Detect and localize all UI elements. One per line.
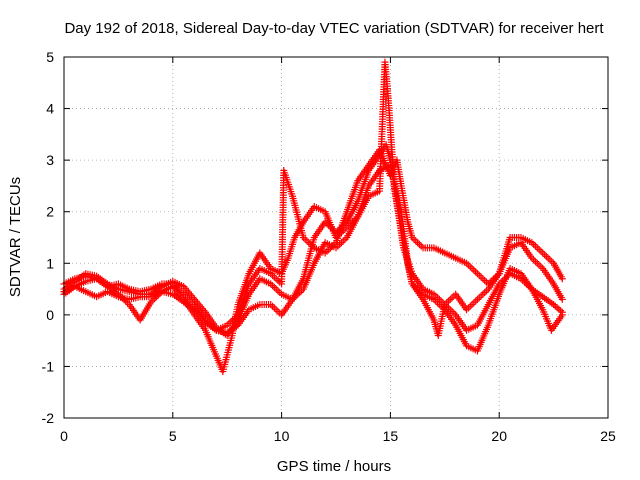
y-tick-label: 2 — [46, 204, 54, 220]
data-point — [334, 242, 342, 250]
data-point — [535, 246, 543, 254]
x-tick-label: 0 — [60, 428, 68, 444]
y-tick-label: -2 — [42, 410, 55, 426]
data-point — [468, 301, 476, 309]
chart-title: Day 192 of 2018, Sidereal Day-to-day VTE… — [64, 20, 604, 37]
data-points — [60, 58, 566, 376]
data-point — [475, 294, 483, 302]
data-point — [270, 283, 278, 291]
data-point — [475, 271, 483, 279]
y-tick-label: 5 — [46, 49, 54, 65]
data-point — [537, 247, 545, 255]
data-point — [417, 242, 425, 250]
data-point — [546, 256, 554, 264]
series-trace-2 — [60, 58, 566, 376]
y-tick-label: -1 — [42, 358, 55, 374]
data-point — [557, 307, 565, 315]
data-point — [270, 304, 278, 312]
data-point — [479, 290, 487, 298]
data-point — [269, 302, 277, 310]
data-point — [412, 237, 420, 245]
data-point — [531, 258, 539, 266]
data-point — [533, 259, 541, 267]
data-point — [533, 244, 541, 252]
y-tick-label: 3 — [46, 152, 54, 168]
data-point — [473, 270, 481, 278]
data-point — [472, 268, 480, 276]
data-point — [272, 306, 280, 314]
series-trace-3 — [60, 146, 566, 334]
data-point — [483, 287, 491, 295]
data-point — [466, 302, 474, 310]
data-point — [558, 295, 566, 303]
y-tick-label: 1 — [46, 255, 54, 271]
data-point — [531, 242, 539, 250]
data-point — [272, 285, 280, 293]
data-point — [466, 263, 474, 271]
x-tick-label: 15 — [383, 428, 399, 444]
data-point — [472, 297, 480, 305]
data-point — [481, 276, 489, 284]
data-point — [558, 275, 566, 283]
data-point — [555, 305, 563, 313]
x-tick-label: 10 — [274, 428, 290, 444]
x-axis-label: GPS time / hours — [277, 458, 391, 475]
data-point — [479, 275, 487, 283]
data-point — [481, 289, 489, 297]
plot-frame — [63, 56, 609, 419]
data-point — [274, 307, 282, 315]
data-point — [446, 295, 454, 303]
data-point — [530, 256, 538, 264]
data-point — [553, 304, 561, 312]
grid-lines — [64, 57, 608, 418]
data-point — [473, 295, 481, 303]
data-point — [434, 299, 442, 307]
data-point — [477, 292, 485, 300]
data-point — [535, 261, 543, 269]
y-tick-label: 4 — [46, 101, 54, 117]
data-point — [303, 237, 311, 245]
x-tick-label: 25 — [600, 428, 616, 444]
x-tick-label: 5 — [169, 428, 177, 444]
data-point — [444, 297, 452, 305]
data-point — [558, 311, 566, 319]
data-point — [541, 251, 549, 259]
data-point — [274, 287, 282, 295]
data-point — [468, 264, 476, 272]
data-point — [544, 254, 552, 262]
data-point — [448, 294, 456, 302]
data-point — [537, 263, 545, 271]
y-tick-label: 0 — [46, 307, 54, 323]
axis-ticks: 0 5 10 15 20 25 -2 -1 0 1 2 3 4 5 — [42, 49, 616, 444]
data-point — [470, 299, 478, 307]
x-tick-label: 20 — [491, 428, 507, 444]
series-trace-4 — [60, 161, 566, 339]
data-point — [274, 276, 282, 284]
data-point — [470, 266, 478, 274]
data-point — [477, 273, 485, 281]
y-axis-label: SDTVAR / TECUs — [7, 177, 24, 297]
data-point — [415, 240, 423, 248]
data-point — [414, 239, 422, 247]
series-trace-1 — [60, 141, 566, 339]
data-point — [539, 249, 547, 257]
data-point — [542, 252, 550, 260]
